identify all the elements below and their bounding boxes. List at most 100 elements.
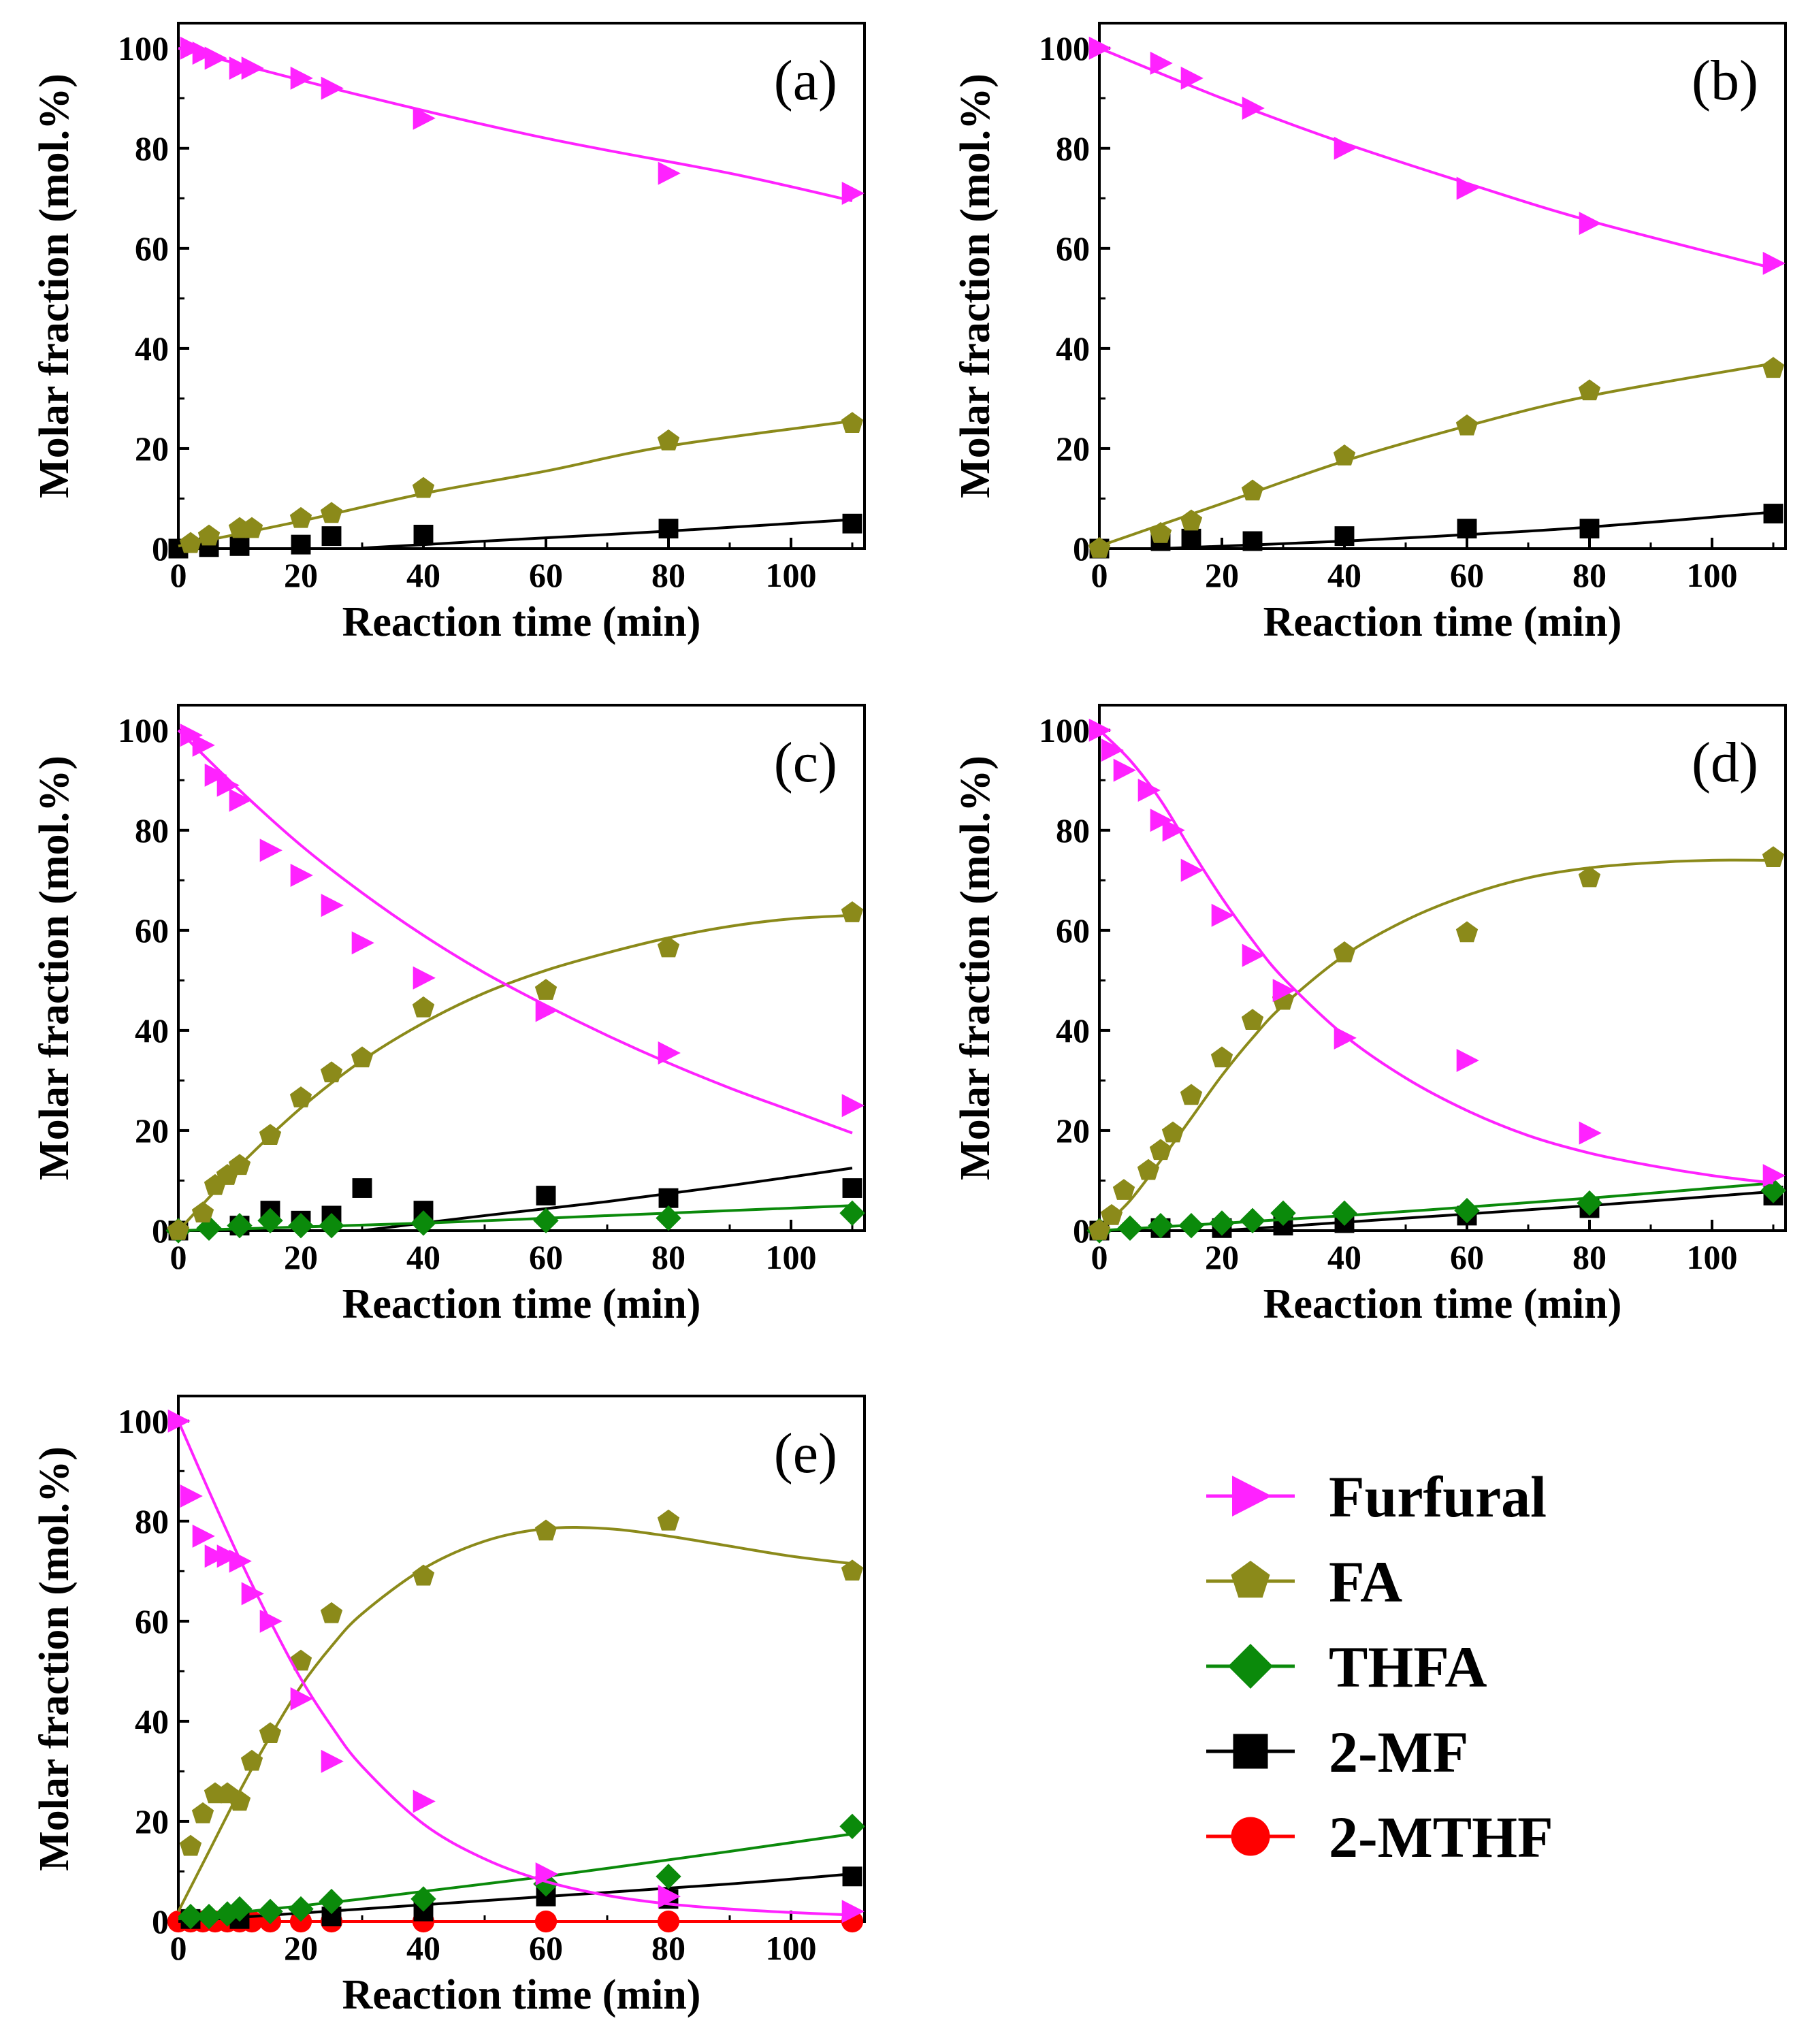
point-furfural xyxy=(192,42,215,65)
point-thfa xyxy=(257,1207,283,1233)
point-furfural xyxy=(1242,96,1265,120)
point-fa xyxy=(197,524,221,546)
point-furfural xyxy=(1579,1121,1602,1145)
point-fa xyxy=(1112,1179,1135,1200)
x-tick-label: 80 xyxy=(651,1238,685,1276)
fit-line-2-mf xyxy=(1221,1190,1774,1232)
point-fa xyxy=(191,1802,214,1823)
x-axis-title: Reaction time (min) xyxy=(1263,599,1622,645)
panel-e: 0 20 40 60 80 100 0 20 40 60 80 100 Reaction time (m… xyxy=(31,1395,866,2018)
point-fa xyxy=(289,506,312,528)
legend-marker-2-mf xyxy=(1233,1734,1268,1769)
x-tick-label: 40 xyxy=(406,1929,440,1967)
x-tick-label: 60 xyxy=(1450,1238,1484,1276)
point-fa xyxy=(1241,1009,1264,1030)
point-furfural xyxy=(1150,809,1173,832)
panel-label: (d) xyxy=(1692,731,1758,794)
point-furfural xyxy=(290,66,313,90)
point-furfural xyxy=(413,966,436,990)
x-tick-label: 100 xyxy=(1687,1238,1738,1276)
series-furfural xyxy=(167,1409,865,1924)
point-thfa xyxy=(196,1215,222,1242)
y-axis-title: Molar fraction (mol.%) xyxy=(952,756,999,1180)
point-2-mf xyxy=(1242,531,1263,551)
point-fa xyxy=(1210,1046,1233,1068)
y-tick-label: 0 xyxy=(1073,530,1090,568)
point-2-mf xyxy=(658,1188,679,1208)
point-thfa xyxy=(410,1210,436,1236)
legend-marker-furfural xyxy=(1232,1476,1272,1516)
y-tick-label: 60 xyxy=(135,911,169,950)
series-furfural xyxy=(1088,36,1786,275)
x-tick-label: 60 xyxy=(529,1929,563,1967)
point-fa xyxy=(240,1749,263,1771)
point-fa xyxy=(259,1124,282,1146)
point-furfural xyxy=(1180,858,1204,882)
y-tick-label: 80 xyxy=(1056,129,1090,167)
series-furfural xyxy=(177,724,865,1135)
point-furfural xyxy=(290,1687,313,1710)
series-2-mf xyxy=(1089,504,1783,559)
point-2-mf xyxy=(1763,504,1783,523)
x-tick-label: 20 xyxy=(1205,1238,1239,1276)
point-furfural xyxy=(1762,1164,1786,1188)
point-thfa xyxy=(656,1864,681,1889)
point-thfa xyxy=(656,1205,681,1231)
point-fa xyxy=(1161,1121,1184,1143)
legend-marker-thfa xyxy=(1228,1644,1273,1689)
point-thfa xyxy=(257,1898,283,1924)
point-furfural xyxy=(1137,778,1161,802)
point-furfural xyxy=(192,733,215,757)
panel-label: (a) xyxy=(774,49,837,112)
point-fa xyxy=(412,1564,435,1586)
point-furfural xyxy=(1334,1026,1357,1050)
legend-marker-2-mthf xyxy=(1231,1817,1270,1856)
point-2-mf xyxy=(842,1178,862,1198)
point-furfural xyxy=(229,56,252,80)
point-furfural xyxy=(216,773,240,797)
plot-frame xyxy=(177,704,866,1232)
point-furfural xyxy=(1180,66,1204,90)
x-tick-label: 40 xyxy=(1327,556,1361,594)
legend-item-2-mf: 2-MF xyxy=(1206,1719,1468,1785)
legend: Furfural FA THFA 2-MF 2-MTHF xyxy=(1206,1464,1553,1870)
point-fa xyxy=(228,1154,251,1175)
x-tick-label: 80 xyxy=(651,1929,685,1967)
point-thfa xyxy=(1577,1190,1602,1216)
point-2-mf xyxy=(1181,528,1201,549)
legend-label: THFA xyxy=(1329,1634,1487,1700)
point-fa xyxy=(1333,941,1356,962)
point-2-mf xyxy=(1457,519,1477,539)
point-furfural xyxy=(1762,251,1786,275)
point-2-mf xyxy=(321,526,342,547)
y-tick-label: 100 xyxy=(118,1402,169,1440)
point-furfural xyxy=(1088,718,1112,742)
point-furfural xyxy=(259,1609,282,1633)
point-fa xyxy=(320,1061,343,1083)
x-tick-label: 60 xyxy=(529,1238,563,1276)
x-tick-label: 40 xyxy=(406,1238,440,1276)
point-fa xyxy=(289,1649,312,1671)
point-fa xyxy=(534,1519,558,1541)
point-thfa xyxy=(227,1212,253,1239)
x-tick-label: 40 xyxy=(406,556,440,594)
legend-item-2-mthf: 2-MTHF xyxy=(1206,1804,1553,1870)
point-furfural xyxy=(1272,979,1295,1003)
point-fa xyxy=(1241,479,1264,501)
point-thfa xyxy=(288,1896,314,1922)
y-tick-label: 60 xyxy=(135,229,169,267)
x-tick-label: 0 xyxy=(170,1929,187,1967)
point-fa xyxy=(1100,1203,1123,1225)
point-furfural xyxy=(321,76,344,100)
y-tick-label: 40 xyxy=(135,1702,169,1740)
x-tick-label: 20 xyxy=(284,556,318,594)
point-fa xyxy=(1578,866,1601,888)
point-furfural xyxy=(241,56,264,80)
fit-line-2-mf xyxy=(361,1167,853,1232)
x-axis-title: Reaction time (min) xyxy=(342,1281,701,1327)
point-furfural xyxy=(1456,1049,1479,1073)
point-furfural xyxy=(351,931,374,955)
point-fa xyxy=(534,979,558,1000)
fit-line-fa xyxy=(177,913,853,1232)
